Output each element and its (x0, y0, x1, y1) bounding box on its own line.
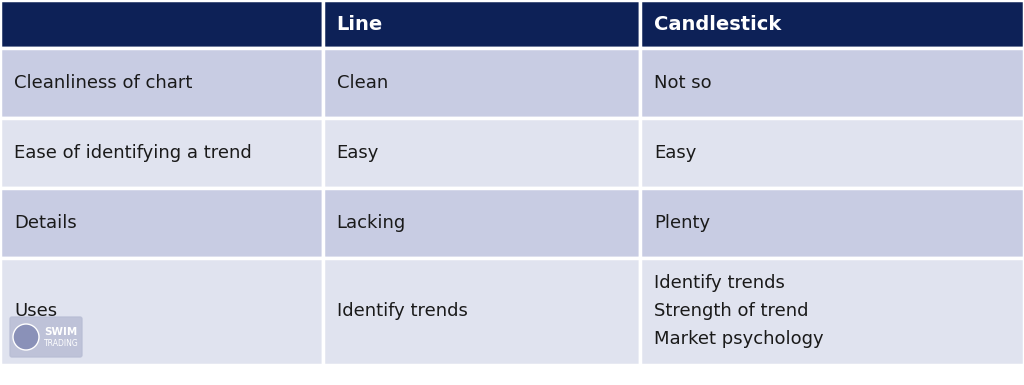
Text: Easy: Easy (337, 144, 379, 162)
Bar (323, 118, 640, 188)
Bar (323, 0, 640, 48)
Text: Line: Line (337, 15, 383, 33)
Bar (640, 0, 1024, 48)
Text: TRADING: TRADING (44, 340, 79, 348)
Text: Easy: Easy (654, 144, 696, 162)
FancyBboxPatch shape (10, 317, 82, 357)
Text: Ease of identifying a trend: Ease of identifying a trend (14, 144, 252, 162)
Text: SWIM: SWIM (44, 327, 77, 337)
Bar (0, 188, 323, 258)
Bar (640, 118, 1024, 188)
Bar (323, 258, 640, 365)
Text: Cleanliness of chart: Cleanliness of chart (14, 74, 193, 92)
Text: Clean: Clean (337, 74, 388, 92)
Bar (323, 188, 640, 258)
Text: Lacking: Lacking (337, 214, 406, 232)
Text: Identify trends: Identify trends (337, 303, 467, 320)
Bar (0, 118, 323, 188)
Text: Identify trends: Identify trends (654, 275, 784, 293)
Bar (640, 188, 1024, 258)
Text: Market psychology: Market psychology (654, 330, 823, 348)
Text: Candlestick: Candlestick (654, 15, 781, 33)
Bar (0, 48, 323, 118)
Text: Plenty: Plenty (654, 214, 710, 232)
Text: Strength of trend: Strength of trend (654, 303, 809, 320)
Text: Not so: Not so (654, 74, 712, 92)
Text: Uses: Uses (14, 303, 57, 320)
Bar (640, 258, 1024, 365)
Text: Details: Details (14, 214, 77, 232)
Circle shape (13, 324, 39, 350)
Bar (0, 258, 323, 365)
Bar (0, 0, 323, 48)
Bar (323, 48, 640, 118)
Bar (640, 48, 1024, 118)
